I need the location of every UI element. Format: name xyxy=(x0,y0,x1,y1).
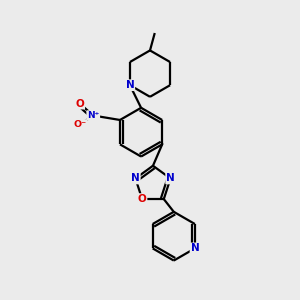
Text: O⁻: O⁻ xyxy=(73,120,86,129)
Text: N: N xyxy=(190,243,199,254)
Text: N⁺: N⁺ xyxy=(87,111,99,120)
Text: O: O xyxy=(138,194,146,204)
Text: O: O xyxy=(76,99,84,109)
Text: N: N xyxy=(125,80,134,90)
Text: N: N xyxy=(166,173,175,184)
Text: N: N xyxy=(131,173,140,184)
